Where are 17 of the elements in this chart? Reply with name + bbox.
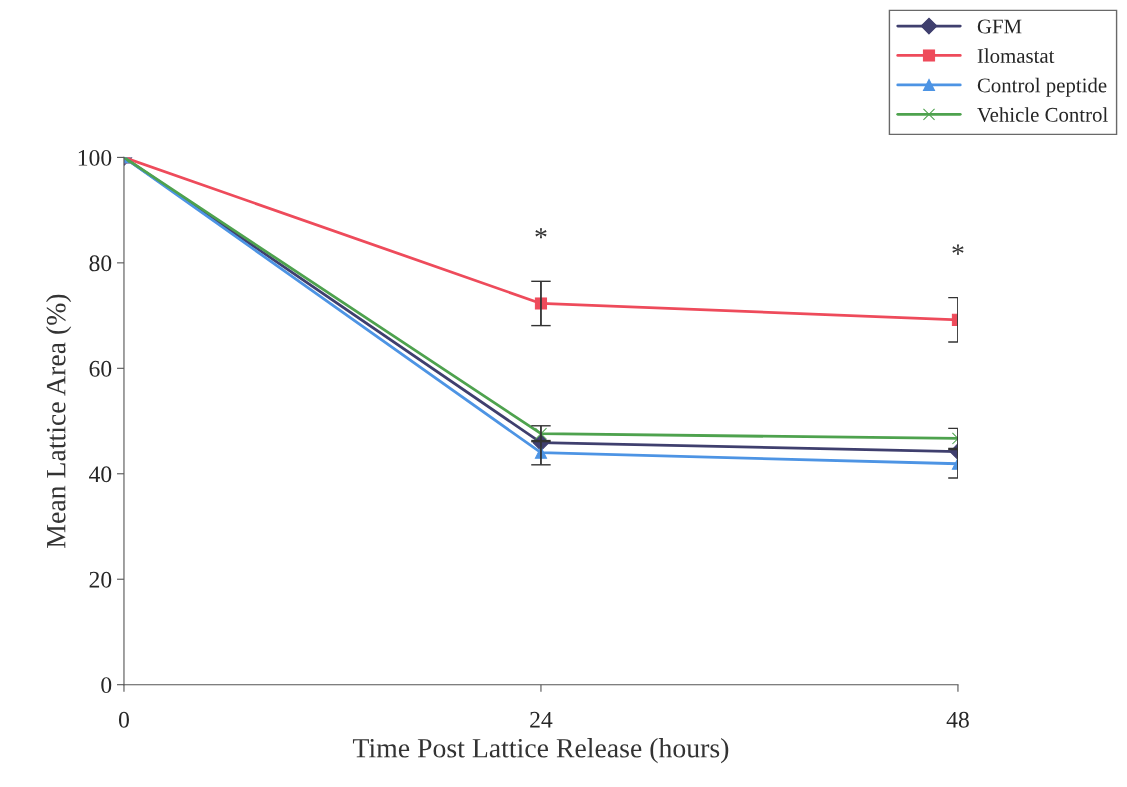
x-tick-label: 24 (530, 711, 553, 728)
annotation: * (952, 244, 964, 255)
annotation: * (535, 228, 547, 239)
y-tick-label: 40 (89, 466, 112, 483)
legend-label: Ilomastat (977, 48, 1055, 63)
legend-label: Vehicle Control (977, 107, 1108, 122)
x-tick-label: 0 (118, 711, 129, 728)
y-tick-label: 20 (89, 571, 112, 588)
y-tick-label: 100 (78, 149, 112, 166)
y-axis-title: Mean Lattice Area (%) (46, 294, 72, 548)
y-tick-label: 0 (101, 677, 112, 694)
legend-label: GFM (977, 19, 1022, 34)
y-tick-label: 60 (89, 360, 112, 377)
x-axis-title: Time Post Lattice Release (hours) (352, 738, 729, 764)
legend-label: Control peptide (977, 77, 1107, 97)
y-tick-label: 80 (89, 255, 112, 272)
x-tick-label: 48 (946, 711, 969, 728)
